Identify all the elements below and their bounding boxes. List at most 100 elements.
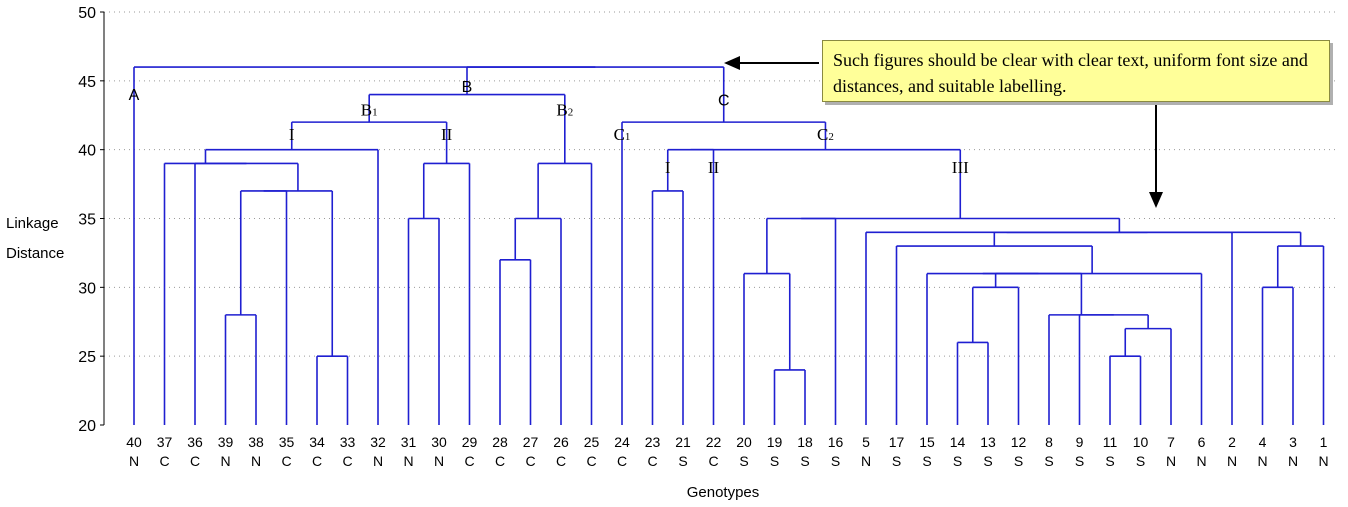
leaf-group-label: S <box>800 453 809 469</box>
leaf-id-label: 10 <box>1133 434 1149 450</box>
y-tick-label: 25 <box>78 349 96 366</box>
leaf-group-label: C <box>556 453 566 469</box>
leaf-id-label: 25 <box>584 434 600 450</box>
cluster-label: III <box>952 158 969 177</box>
y-tick-label: 35 <box>78 212 96 229</box>
leaf-group-label: S <box>739 453 748 469</box>
leaf-group-label: S <box>678 453 687 469</box>
leaf-group-label: S <box>770 453 779 469</box>
leaf-group-label: C <box>525 453 535 469</box>
leaf-id-label: 30 <box>431 434 447 450</box>
callout-arrows <box>724 56 1163 208</box>
leaf-group-label: S <box>983 453 992 469</box>
leaf-group-label: N <box>1196 453 1206 469</box>
leaf-group-label: C <box>617 453 627 469</box>
leaf-group-label: N <box>220 453 230 469</box>
y-axis-label-line2: Distance <box>6 245 64 262</box>
cluster-label: I <box>665 158 671 177</box>
leaf-group-label: C <box>495 453 505 469</box>
leaf-id-label: 1 <box>1320 434 1328 450</box>
cluster-label: II <box>441 125 453 144</box>
leaf-group-label: C <box>586 453 596 469</box>
leaf-id-label: 4 <box>1259 434 1267 450</box>
leaf-group-label: C <box>159 453 169 469</box>
leaf-group-label: N <box>1166 453 1176 469</box>
leaf-id-label: 37 <box>157 434 173 450</box>
leaf-id-label: 7 <box>1167 434 1175 450</box>
y-tick-label: 45 <box>78 74 96 91</box>
leaf-group-label: C <box>190 453 200 469</box>
leaf-id-label: 33 <box>340 434 356 450</box>
leaf-group-label: C <box>281 453 291 469</box>
cluster-label: II <box>708 158 720 177</box>
leaf-id-label: 26 <box>553 434 569 450</box>
leaf-group-label: S <box>922 453 931 469</box>
leaf-id-label: 20 <box>736 434 752 450</box>
annotation-note: Such figures should be clear with clear … <box>822 40 1330 102</box>
leaf-group-label: N <box>434 453 444 469</box>
leaf-id-label: 11 <box>1103 434 1118 450</box>
leaf-id-label: 9 <box>1076 434 1084 450</box>
y-tick-label: 30 <box>78 280 96 297</box>
leaf-id-label: 18 <box>797 434 813 450</box>
leaf-group-label: N <box>1257 453 1267 469</box>
leaf-id-label: 21 <box>675 434 691 450</box>
leaf-id-label: 38 <box>248 434 264 450</box>
cluster-label: B1 <box>361 100 378 119</box>
leaf-group-label: C <box>312 453 322 469</box>
cluster-label: B <box>462 79 473 96</box>
leaf-id-label: 13 <box>980 434 996 450</box>
leaf-group-label: S <box>831 453 840 469</box>
leaf-labels: 40N37C36C39N38N35C34C33C32N31N30N29C28C2… <box>126 434 1328 469</box>
leaf-group-label: S <box>1044 453 1053 469</box>
y-tick-label: 20 <box>78 418 96 435</box>
leaf-group-label: S <box>892 453 901 469</box>
leaf-id-label: 35 <box>279 434 295 450</box>
leaf-id-label: 2 <box>1228 434 1236 450</box>
arrowhead-down <box>1149 192 1163 208</box>
leaf-id-label: 24 <box>614 434 630 450</box>
leaf-id-label: 36 <box>187 434 203 450</box>
y-tick-label: 40 <box>78 143 96 160</box>
leaf-group-label: C <box>342 453 352 469</box>
x-axis-label: Genotypes <box>687 484 760 501</box>
leaf-group-label: N <box>1227 453 1237 469</box>
leaf-id-label: 19 <box>767 434 783 450</box>
leaf-group-label: N <box>861 453 871 469</box>
leaf-id-label: 12 <box>1011 434 1027 450</box>
leaf-id-label: 3 <box>1289 434 1297 450</box>
leaf-id-label: 40 <box>126 434 142 450</box>
leaf-group-label: C <box>647 453 657 469</box>
leaf-id-label: 6 <box>1198 434 1206 450</box>
leaf-group-label: N <box>129 453 139 469</box>
leaf-group-label: N <box>403 453 413 469</box>
leaf-id-label: 16 <box>828 434 844 450</box>
leaf-group-label: N <box>251 453 261 469</box>
leaf-group-label: N <box>1318 453 1328 469</box>
leaf-group-label: S <box>1014 453 1023 469</box>
leaf-group-label: S <box>1105 453 1114 469</box>
dendrogram-branches <box>133 66 1325 425</box>
leaf-group-label: C <box>708 453 718 469</box>
leaf-group-label: S <box>1075 453 1084 469</box>
cluster-label: I <box>289 125 295 144</box>
y-axis-label-line1: Linkage <box>6 215 59 232</box>
cluster-label: C2 <box>817 125 834 144</box>
leaf-id-label: 15 <box>919 434 935 450</box>
leaf-id-label: 29 <box>462 434 478 450</box>
leaf-group-label: S <box>953 453 962 469</box>
leaf-group-label: N <box>373 453 383 469</box>
leaf-group-label: C <box>464 453 474 469</box>
leaf-id-label: 27 <box>523 434 539 450</box>
leaf-id-label: 22 <box>706 434 722 450</box>
leaf-id-label: 23 <box>645 434 661 450</box>
leaf-group-label: N <box>1288 453 1298 469</box>
leaf-id-label: 32 <box>370 434 386 450</box>
leaf-id-label: 31 <box>401 434 417 450</box>
y-axis: 20 25 30 35 40 45 50 <box>78 5 105 435</box>
y-tick-label: 50 <box>78 5 96 22</box>
leaf-group-label: S <box>1136 453 1145 469</box>
leaf-id-label: 14 <box>950 434 966 450</box>
cluster-label: C1 <box>614 125 631 144</box>
